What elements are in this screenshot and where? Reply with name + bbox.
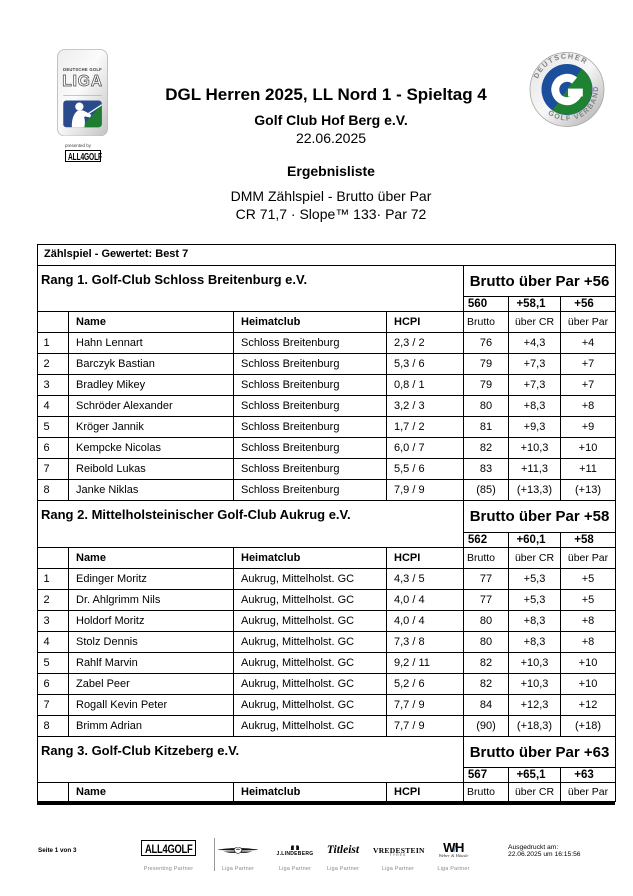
svg-text:LIGA: LIGA	[62, 73, 103, 90]
svg-text:DEUTSCHE GOLF: DEUTSCHE GOLF	[63, 67, 102, 72]
